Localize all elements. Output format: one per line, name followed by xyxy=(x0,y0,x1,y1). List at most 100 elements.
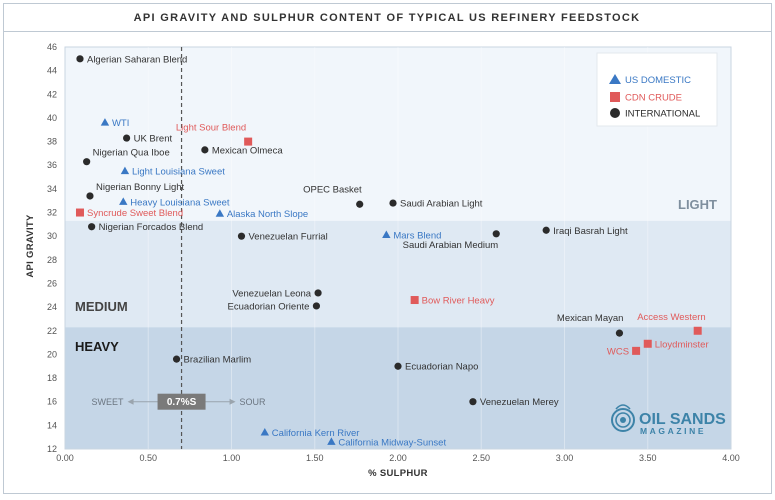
sweet-arrow-head-icon xyxy=(127,398,134,405)
point-nigerian-bonny-light xyxy=(86,192,94,200)
point-label-mexican-mayan: Mexican Mayan xyxy=(557,313,624,324)
droplet-logo-icon xyxy=(611,404,635,432)
x-tick-label: 3.00 xyxy=(556,453,574,463)
y-tick-label: 46 xyxy=(47,42,57,52)
point-label-ecuadorian-napo: Ecuadorian Napo xyxy=(405,362,478,373)
point-label-mars-blend: Mars Blend xyxy=(393,230,441,241)
point-label-nigerian-bonny-light: Nigerian Bonny Light xyxy=(96,182,185,193)
x-tick-label: 1.00 xyxy=(223,453,241,463)
point-label-opec-basket: OPEC Basket xyxy=(303,184,362,195)
point-california-kern-river xyxy=(260,427,269,436)
point-label-ecuadorian-oriente: Ecuadorian Oriente xyxy=(228,301,310,312)
point-brazilian-marlim xyxy=(172,355,181,363)
x-tick-label: 1.50 xyxy=(306,453,324,463)
point-label-iraqi-basrah-light: Iraqi Basrah Light xyxy=(553,226,628,237)
x-tick-label: 4.00 xyxy=(722,453,740,463)
y-tick-label: 26 xyxy=(47,278,57,288)
point-saudi-arabian-medium xyxy=(492,230,500,238)
y-tick-label: 40 xyxy=(47,113,57,123)
point-saudi-arabian-light xyxy=(389,199,397,207)
point-label-alaska-north-slope: Alaska North Slope xyxy=(227,209,308,220)
brand-logo: OIL SANDS MAGAZINE xyxy=(611,404,726,436)
legend: US DOMESTIC CDN CRUDE INTERNATIONAL xyxy=(596,52,718,127)
threshold-label: 0.7%S xyxy=(167,397,197,408)
point-label-wti: WTI xyxy=(112,118,129,129)
point-light-louisiana-sweet xyxy=(120,166,130,175)
y-tick-label: 24 xyxy=(47,302,57,312)
y-tick-label: 42 xyxy=(47,89,57,99)
data-points: WTI Light Louisiana Sweet Heavy Louisiana … xyxy=(75,54,709,448)
point-label-saudi-arabian-light: Saudi Arabian Light xyxy=(400,199,483,210)
zone-label-light: LIGHT xyxy=(678,197,717,212)
point-venezuelan-furrial xyxy=(237,232,246,240)
y-axis-label: API GRAVITY xyxy=(25,214,36,278)
point-ecuadorian-napo xyxy=(394,362,402,370)
y-tick-label: 14 xyxy=(47,420,57,430)
point-uk-brent xyxy=(123,134,131,142)
y-tick-label: 16 xyxy=(47,397,57,407)
point-iraqi-basrah-light xyxy=(542,226,550,234)
y-tick-label: 20 xyxy=(47,349,57,359)
point-syncrude-sweet-blend xyxy=(75,208,84,217)
zone-heavy xyxy=(65,327,731,449)
point-mexican-olmeca xyxy=(201,146,209,154)
sweet-label: SWEET xyxy=(92,397,125,407)
plot-border xyxy=(64,46,732,450)
x-tick-label: 2.00 xyxy=(389,453,407,463)
x-tick-label: 0.00 xyxy=(56,453,74,463)
point-alaska-north-slope xyxy=(215,209,225,217)
threshold-badge xyxy=(157,393,206,410)
point-opec-basket xyxy=(356,200,364,208)
point-wti xyxy=(100,118,110,126)
brand-line1: OIL SANDS xyxy=(639,411,726,428)
point-label-uk-brent: UK Brent xyxy=(134,134,173,145)
x-tick-label: 0.50 xyxy=(139,453,157,463)
point-bow-river-heavy xyxy=(410,296,419,305)
point-light-sour-blend xyxy=(244,137,253,146)
point-label-mexican-olmeca: Mexican Olmeca xyxy=(212,145,283,156)
point-label-brazilian-marlim: Brazilian Marlim xyxy=(184,355,252,366)
zone-label-heavy: HEAVY xyxy=(75,339,119,354)
point-label-california-midway-sunset: California Midway-Sunset xyxy=(338,437,446,448)
legend-label-cdn-crude: CDN CRUDE xyxy=(625,93,682,104)
outer-frame xyxy=(3,3,772,494)
point-california-midway-sunset xyxy=(327,437,336,445)
point-label-saudi-arabian-medium: Saudi Arabian Medium xyxy=(403,240,499,251)
y-tick-label: 36 xyxy=(47,160,57,170)
grid-layer xyxy=(147,47,649,449)
x-axis-label: % SULPHUR xyxy=(368,468,428,479)
point-label-light-sour-blend: Light Sour Blend xyxy=(176,123,246,134)
point-wcs xyxy=(632,346,641,355)
sour-label: SOUR xyxy=(240,397,267,407)
point-label-venezuelan-leona: Venezuelan Leona xyxy=(232,288,311,299)
y-tick-label: 32 xyxy=(47,208,57,218)
y-tick-label: 12 xyxy=(47,444,57,454)
point-label-nigerian-qua-iboe: Nigerian Qua Iboe xyxy=(93,148,170,159)
point-label-venezuelan-merey: Venezuelan Merey xyxy=(480,397,559,408)
y-tick-label: 22 xyxy=(47,326,57,336)
point-nigerian-qua-iboe xyxy=(83,158,91,166)
x-axis-ticks: 0.00 0.50 1.00 1.50 2.00 2.50 3.00 3.50 4.00 xyxy=(56,453,740,463)
legend-label-international: INTERNATIONAL xyxy=(625,109,700,120)
y-tick-label: 44 xyxy=(47,66,57,76)
x-tick-label: 3.50 xyxy=(639,453,657,463)
point-label-access-western: Access Western xyxy=(637,312,705,323)
point-label-lloydminster: Lloydminster xyxy=(655,339,709,350)
point-nigerian-forcados-blend xyxy=(88,223,96,231)
point-lloydminster xyxy=(643,339,652,348)
point-access-western xyxy=(693,326,702,335)
y-tick-label: 18 xyxy=(47,373,57,383)
legend-square-icon xyxy=(610,92,620,102)
sweet-sour-threshold: 0.7%S SWEET SOUR xyxy=(92,47,267,449)
y-tick-label: 30 xyxy=(47,231,57,241)
legend-label-us-domestic: US DOMESTIC xyxy=(625,75,691,86)
point-venezuelan-merey xyxy=(469,398,477,406)
point-algerian-saharan-blend xyxy=(76,55,84,63)
point-label-light-louisiana-sweet: Light Louisiana Sweet xyxy=(132,167,225,178)
zone-label-medium: MEDIUM xyxy=(75,299,128,314)
point-label-california-kern-river: California Kern River xyxy=(272,428,360,439)
y-axis-ticks: 12 14 16 18 20 22 24 26 28 30 32 34 36 38 40 42 44 46 xyxy=(47,42,57,454)
point-label-venezuelan-furrial: Venezuelan Furrial xyxy=(248,232,327,243)
point-label-heavy-louisiana-sweet: Heavy Louisiana Sweet xyxy=(130,197,230,208)
